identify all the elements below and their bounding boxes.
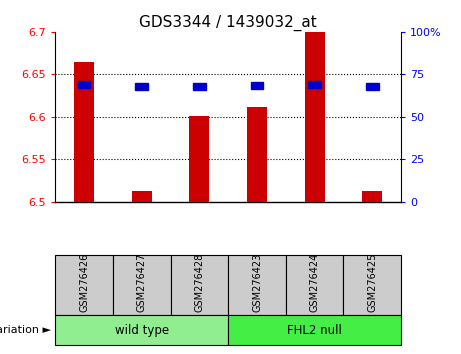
Title: GDS3344 / 1439032_at: GDS3344 / 1439032_at: [139, 14, 317, 30]
Text: GSM276428: GSM276428: [195, 252, 204, 312]
Text: GSM276424: GSM276424: [310, 252, 319, 312]
Text: GSM276427: GSM276427: [137, 252, 147, 312]
Bar: [366, 83, 378, 90]
Text: GSM276425: GSM276425: [367, 252, 377, 312]
Bar: [247, 107, 267, 202]
Bar: [308, 81, 321, 88]
Bar: [189, 116, 209, 202]
Bar: [74, 62, 94, 202]
Bar: [305, 32, 325, 202]
Text: genotype/variation ►: genotype/variation ►: [0, 325, 51, 335]
Bar: [362, 191, 382, 202]
Bar: [251, 82, 263, 89]
Text: FHL2 null: FHL2 null: [287, 324, 342, 337]
Bar: [193, 83, 206, 90]
Text: GSM276423: GSM276423: [252, 252, 262, 312]
Bar: [78, 81, 90, 88]
Bar: [132, 191, 152, 202]
Bar: [136, 83, 148, 90]
Text: GSM276426: GSM276426: [79, 252, 89, 312]
Text: wild type: wild type: [115, 324, 169, 337]
